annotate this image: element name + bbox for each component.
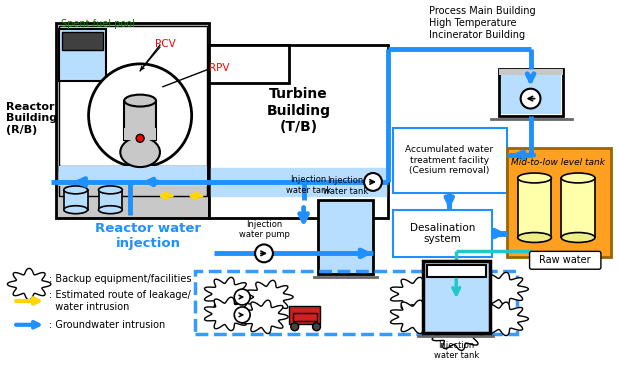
Polygon shape (432, 317, 484, 350)
Bar (124, 101, 156, 140)
Polygon shape (204, 277, 251, 311)
Polygon shape (246, 280, 293, 314)
Text: Injection
water tank: Injection water tank (433, 341, 479, 360)
Text: PCV: PCV (155, 39, 176, 49)
Text: RPV: RPV (209, 63, 230, 73)
Circle shape (136, 134, 144, 142)
Bar (499, 69, 563, 75)
Ellipse shape (64, 206, 88, 214)
Ellipse shape (517, 173, 552, 183)
Circle shape (364, 173, 382, 191)
Circle shape (255, 244, 273, 262)
Bar (56, 23, 209, 218)
Bar (209, 45, 388, 218)
Text: Desalination
system: Desalination system (410, 223, 475, 244)
Text: Injection
water tank: Injection water tank (322, 177, 368, 196)
FancyBboxPatch shape (530, 251, 601, 269)
Polygon shape (7, 268, 51, 300)
Polygon shape (391, 277, 442, 311)
Bar (501, 71, 561, 115)
Ellipse shape (517, 233, 552, 243)
Bar (59, 26, 207, 171)
Bar (98, 190, 123, 210)
Text: Spent fuel pool: Spent fuel pool (61, 19, 135, 29)
Circle shape (234, 307, 250, 323)
Bar (423, 261, 490, 333)
Ellipse shape (124, 95, 156, 106)
Bar (209, 45, 289, 83)
Text: Accumulated water
treatment facility
(Cesium removal): Accumulated water treatment facility (Ce… (405, 145, 493, 175)
Bar (517, 178, 552, 237)
Bar (507, 148, 611, 257)
Ellipse shape (120, 137, 160, 167)
Bar (393, 128, 507, 193)
Text: : Backup equipment/facilities: : Backup equipment/facilities (49, 274, 191, 284)
Bar (289, 306, 321, 324)
Text: Process Main Building
High Temperature
Incinerator Building: Process Main Building High Temperature I… (430, 6, 536, 40)
Bar (194, 271, 517, 334)
Bar (59, 166, 207, 186)
Polygon shape (204, 297, 251, 331)
Ellipse shape (98, 206, 123, 214)
Bar (59, 166, 207, 196)
Bar (499, 69, 563, 116)
Polygon shape (477, 272, 529, 306)
Bar (393, 210, 492, 257)
Bar (561, 178, 595, 237)
Text: Raw water: Raw water (539, 255, 591, 265)
Circle shape (89, 64, 192, 167)
Text: Mid-to-low level tank: Mid-to-low level tank (511, 158, 605, 167)
Text: Turbine
Building
(T/B): Turbine Building (T/B) (267, 87, 331, 134)
Circle shape (291, 323, 299, 331)
Polygon shape (241, 300, 288, 334)
Bar (64, 190, 88, 210)
Ellipse shape (64, 186, 88, 194)
Text: Injection
water tank: Injection water tank (286, 175, 331, 195)
Bar (124, 128, 156, 140)
Polygon shape (391, 300, 442, 334)
Polygon shape (432, 262, 484, 296)
Bar (59, 29, 106, 81)
Circle shape (234, 289, 250, 305)
Text: : Groundwater intrusion: : Groundwater intrusion (49, 320, 165, 330)
Bar (293, 313, 316, 321)
Text: Injection
water pump: Injection water pump (238, 220, 290, 240)
Bar (319, 200, 373, 274)
Ellipse shape (98, 186, 123, 194)
Bar (212, 168, 386, 196)
Bar (212, 168, 386, 196)
Bar (426, 265, 486, 277)
Circle shape (313, 323, 321, 331)
Text: Reactor water
injection: Reactor water injection (95, 222, 201, 250)
Text: : Estimated route of leakage/
  water intrusion: : Estimated route of leakage/ water intr… (49, 290, 191, 312)
Circle shape (521, 89, 540, 109)
Bar (62, 32, 103, 50)
Text: Reactor
Building
(R/B): Reactor Building (R/B) (6, 102, 58, 135)
Ellipse shape (561, 233, 595, 243)
Ellipse shape (561, 173, 595, 183)
Polygon shape (477, 302, 529, 335)
